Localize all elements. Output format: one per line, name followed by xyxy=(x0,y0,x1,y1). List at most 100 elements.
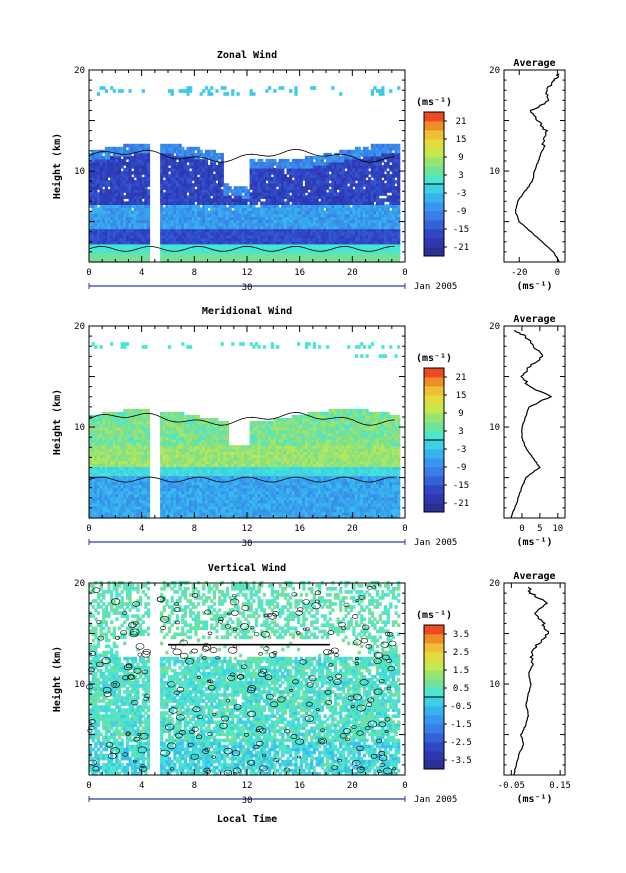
colorbar-step xyxy=(424,733,444,743)
average-frame xyxy=(503,69,566,263)
colorbar-tick-label: -15 xyxy=(453,481,469,491)
colorbar-step xyxy=(424,697,444,707)
y-tick-label: 10 xyxy=(74,423,85,433)
colorbar-units: (ms⁻¹) xyxy=(416,97,452,108)
colorbar-step xyxy=(424,247,444,257)
x-tick-label: 0 xyxy=(86,524,91,534)
x-tick-label: 8 xyxy=(192,268,197,278)
heatmap-field xyxy=(89,581,401,776)
colorbar-tick-label: -2.5 xyxy=(450,738,472,748)
average-x-label: (ms⁻¹) xyxy=(516,537,552,548)
heatmap-field xyxy=(89,342,401,519)
x-axis-label: Local Time xyxy=(217,813,277,825)
colorbar-step xyxy=(424,395,444,405)
average-profile-line xyxy=(514,73,560,263)
colorbar-step xyxy=(424,202,444,212)
x-tick-label: 4 xyxy=(139,524,144,534)
colorbar-step xyxy=(424,760,444,770)
average-profile: Average 10 20 -20 0(ms⁻¹) xyxy=(489,58,566,292)
y-axis: 10 20 xyxy=(74,322,405,519)
colorbar-step xyxy=(424,494,444,504)
average-x-label: (ms⁻¹) xyxy=(516,281,552,292)
y-tick-label: 10 xyxy=(74,680,85,690)
colorbar-tick-label: 21 xyxy=(456,373,467,383)
x-tick-label: 8 xyxy=(192,524,197,534)
x-tick-label: 16 xyxy=(294,268,305,278)
colorbar-step xyxy=(424,220,444,230)
colorbar-step xyxy=(424,485,444,495)
colorbar-tick-label: -1.5 xyxy=(450,720,472,730)
colorbar-tick-label: 3 xyxy=(458,171,463,181)
x-tick-label: 16 xyxy=(294,524,305,534)
y-axis-label: Height (km) xyxy=(51,389,63,455)
y-tick-label: 10 xyxy=(74,167,85,177)
panel-title: Zonal Wind xyxy=(217,49,277,61)
colorbar: (ms⁻¹)3.5 2.5 1.5 0.5 -0.5 -1.5 -2.5 -3.5 xyxy=(416,610,472,770)
x-axis: 0 4 8 12 16 20 0 xyxy=(86,326,408,534)
x-tick-label: 8 xyxy=(192,781,197,791)
colorbar-tick-label: -3.5 xyxy=(450,756,472,766)
colorbar-step xyxy=(424,476,444,486)
colorbar-tick-label: 9 xyxy=(458,409,463,419)
colorbar: (ms⁻¹) 21 15 9 3 -3 -9 -15 -21 xyxy=(416,353,469,513)
colorbar-step xyxy=(424,404,444,414)
colorbar-step xyxy=(424,706,444,716)
date-label: Jan 2005 xyxy=(414,795,457,805)
day-label: 30 xyxy=(242,283,253,293)
average-x-tick-label: 0.15 xyxy=(549,781,571,791)
colorbar-step xyxy=(424,751,444,761)
colorbar-step xyxy=(424,211,444,221)
y-axis: 10 20 xyxy=(74,579,405,776)
average-x-tick-label: -0.05 xyxy=(498,781,525,791)
x-axis: 0 4 8 12 16 20 0 xyxy=(86,70,408,278)
colorbar-step xyxy=(424,184,444,194)
y-axis: 10 20 xyxy=(74,66,405,263)
x-tick-label: 4 xyxy=(139,781,144,791)
colorbar-tick-label: 0.5 xyxy=(453,684,469,694)
y-axis-label: Height (km) xyxy=(51,646,63,712)
colorbar-step xyxy=(424,413,444,423)
colorbar-step xyxy=(424,157,444,167)
colorbar-step xyxy=(424,467,444,477)
colorbar-step xyxy=(424,112,444,122)
colorbar-step xyxy=(424,688,444,698)
colorbar-step xyxy=(424,670,444,680)
colorbar-tick-label: 15 xyxy=(456,391,467,401)
x-tick-label: 4 xyxy=(139,268,144,278)
colorbar-tick-label: 21 xyxy=(456,117,467,127)
colorbar-step xyxy=(424,238,444,248)
average-y-tick-label: 10 xyxy=(489,167,500,177)
x-tick-label: 20 xyxy=(347,781,358,791)
colorbar-step xyxy=(424,121,444,131)
y-tick-label: 20 xyxy=(74,66,85,76)
date-label: Jan 2005 xyxy=(414,282,457,292)
x-tick-label: 20 xyxy=(347,268,358,278)
colorbar-step xyxy=(424,458,444,468)
average-title: Average xyxy=(513,58,555,69)
colorbar-step xyxy=(424,148,444,158)
date-label: Jan 2005 xyxy=(414,538,457,548)
colorbar-tick-label: -21 xyxy=(453,243,469,253)
x-tick-label: 0 xyxy=(402,781,407,791)
average-title: Average xyxy=(513,571,555,582)
colorbar-step xyxy=(424,742,444,752)
colorbar-tick-label: -21 xyxy=(453,499,469,509)
average-x-label: (ms⁻¹) xyxy=(516,794,552,805)
colorbar: (ms⁻¹) 21 15 9 3 -3 -9 -15 -21 xyxy=(416,97,469,257)
average-y-tick-label: 10 xyxy=(489,423,500,433)
day-bar-ends xyxy=(88,796,406,802)
average-y-tick-label: 20 xyxy=(489,66,500,76)
average-title: Average xyxy=(513,314,555,325)
panel-title: Meridional Wind xyxy=(202,305,292,317)
colorbar-step xyxy=(424,652,444,662)
x-axis: 0 4 8 12 16 20 0 xyxy=(86,583,408,791)
colorbar-step xyxy=(424,386,444,396)
average-y-tick-label: 20 xyxy=(489,322,500,332)
colorbar-tick-label: 3 xyxy=(458,427,463,437)
x-tick-label: 0 xyxy=(86,268,91,278)
y-tick-label: 20 xyxy=(74,322,85,332)
x-tick-label: 12 xyxy=(242,268,253,278)
